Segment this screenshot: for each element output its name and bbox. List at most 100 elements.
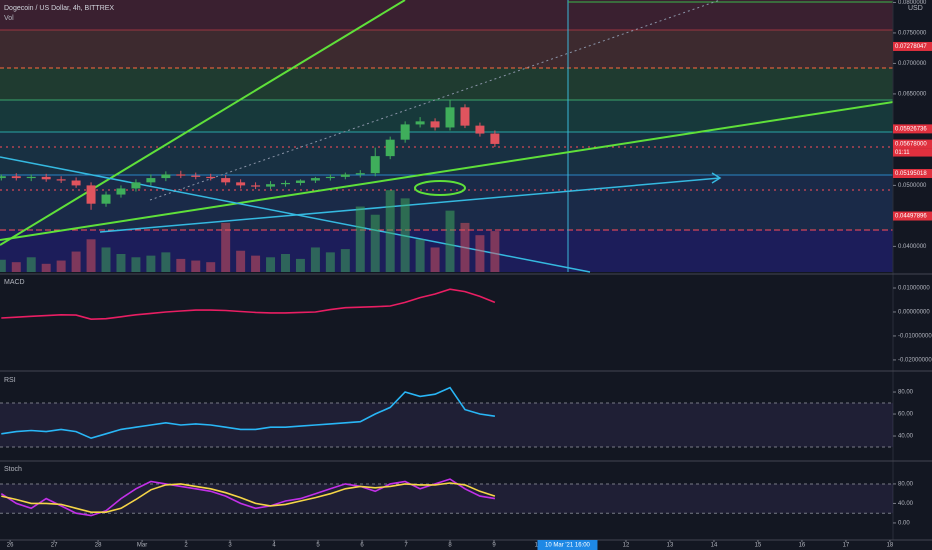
arrow-head bbox=[711, 172, 722, 184]
y-tick-label: -0.02000000 bbox=[898, 358, 932, 364]
volume-bar bbox=[400, 198, 410, 272]
y-tick-label: 0.0500000 bbox=[898, 183, 927, 189]
x-tick-label: 17 bbox=[843, 543, 850, 549]
y-tick-label: 0.00000000 bbox=[898, 310, 930, 316]
candle-body bbox=[475, 125, 485, 134]
candle-body bbox=[281, 182, 290, 185]
candle-body bbox=[370, 156, 380, 174]
y-tick-label: 80.00 bbox=[898, 482, 914, 488]
y-tick-label: 0.0750000 bbox=[898, 31, 927, 37]
volume-bar bbox=[490, 231, 500, 272]
volume-bar bbox=[176, 258, 186, 272]
volume-bar bbox=[355, 206, 365, 272]
fib-zone bbox=[0, 0, 893, 30]
candle-body bbox=[161, 174, 171, 179]
volume-bar bbox=[236, 250, 246, 272]
candle-body bbox=[221, 178, 231, 183]
volume-bar bbox=[325, 252, 335, 272]
y-tick-label: 60.00 bbox=[898, 412, 914, 418]
y-tick-label: 0.0400000 bbox=[898, 244, 927, 250]
volume-bar bbox=[251, 255, 261, 272]
volume-bar bbox=[295, 258, 305, 272]
candle-body bbox=[340, 174, 350, 177]
axis-title: USD bbox=[908, 5, 923, 12]
price-label: 0.05195018 bbox=[895, 171, 927, 177]
candle-body bbox=[71, 180, 81, 186]
x-tick-label: 18 bbox=[887, 543, 894, 549]
x-tick-label: 8 bbox=[448, 543, 452, 549]
pane-title: MACD bbox=[4, 279, 25, 286]
indicator-line bbox=[1, 288, 496, 321]
countdown-box bbox=[893, 148, 932, 157]
band-fill bbox=[0, 483, 893, 514]
volume-bar bbox=[206, 262, 216, 272]
volume-bar bbox=[281, 254, 290, 272]
y-tick-label: -0.01000000 bbox=[898, 334, 932, 340]
x-tick-label: 2 bbox=[184, 543, 188, 549]
y-tick-label: 0.01000000 bbox=[898, 286, 930, 292]
volume-bar bbox=[71, 251, 81, 272]
volume-bar bbox=[221, 222, 231, 272]
candle-body bbox=[206, 176, 216, 179]
candle-body bbox=[325, 176, 335, 179]
price-label: 0.07278047 bbox=[895, 44, 927, 50]
trend-line bbox=[0, 0, 406, 246]
candle-body bbox=[400, 124, 410, 140]
volume-label: Vol bbox=[4, 15, 14, 22]
volume-bar bbox=[460, 222, 470, 272]
x-tick-label: 27 bbox=[51, 543, 58, 549]
volume-bar bbox=[191, 260, 201, 272]
pane-title: Stoch bbox=[4, 466, 22, 473]
candle-body bbox=[445, 107, 455, 128]
y-tick-label: 0.0700000 bbox=[898, 61, 927, 67]
x-tick-label: Mar bbox=[137, 543, 147, 549]
volume-bar bbox=[86, 239, 96, 272]
candle-body bbox=[490, 133, 500, 144]
price-label-box bbox=[893, 124, 932, 134]
candle-body bbox=[251, 185, 261, 187]
x-tick-label: 4 bbox=[272, 543, 276, 549]
x-tick-label: 16 bbox=[799, 543, 806, 549]
volume-bar bbox=[430, 247, 440, 272]
candle-body bbox=[266, 184, 276, 187]
candle-body bbox=[310, 178, 320, 181]
x-tick-label: 9 bbox=[492, 543, 496, 549]
volume-bar bbox=[310, 247, 320, 272]
y-tick-label: 40.00 bbox=[898, 501, 914, 507]
price-label-box bbox=[893, 211, 932, 221]
x-tick-label: 12 bbox=[623, 543, 630, 549]
candle-body bbox=[295, 180, 305, 183]
candle-body bbox=[116, 188, 126, 195]
trend-line bbox=[0, 101, 894, 241]
volume-bar bbox=[56, 260, 66, 272]
volume-bar bbox=[475, 235, 485, 272]
crosshair-label: 10 Mar '21 16:00 bbox=[545, 543, 591, 549]
band-fill bbox=[0, 403, 893, 448]
indicator-line bbox=[1, 482, 496, 513]
chart-title: Dogecoin / US Dollar, 4h, BITTREX bbox=[4, 5, 114, 12]
candle-body bbox=[0, 176, 6, 179]
indicator-line bbox=[1, 386, 496, 440]
candle-body bbox=[415, 121, 425, 125]
volume-bar bbox=[370, 214, 380, 272]
pane-title: RSI bbox=[4, 377, 16, 384]
highlight-ellipse bbox=[414, 180, 466, 196]
fib-zone bbox=[0, 68, 893, 100]
y-tick-label: 80.00 bbox=[898, 390, 914, 396]
x-tick-label: 6 bbox=[360, 543, 364, 549]
candle-body bbox=[460, 107, 470, 126]
y-tick-label: 0.0650000 bbox=[898, 91, 927, 97]
y-tick-label: 40.00 bbox=[898, 434, 914, 440]
candle-body bbox=[176, 174, 186, 176]
volume-bar bbox=[26, 257, 36, 272]
x-tick-label: 14 bbox=[711, 543, 718, 549]
crosshair-box bbox=[537, 540, 598, 550]
candle-body bbox=[236, 182, 246, 186]
x-tick-label: 26 bbox=[7, 543, 14, 549]
candle-body bbox=[191, 175, 201, 177]
volume-bar bbox=[340, 249, 350, 272]
arrow-line bbox=[99, 177, 721, 233]
fib-zone bbox=[0, 132, 893, 175]
x-tick-label: 15 bbox=[755, 543, 762, 549]
